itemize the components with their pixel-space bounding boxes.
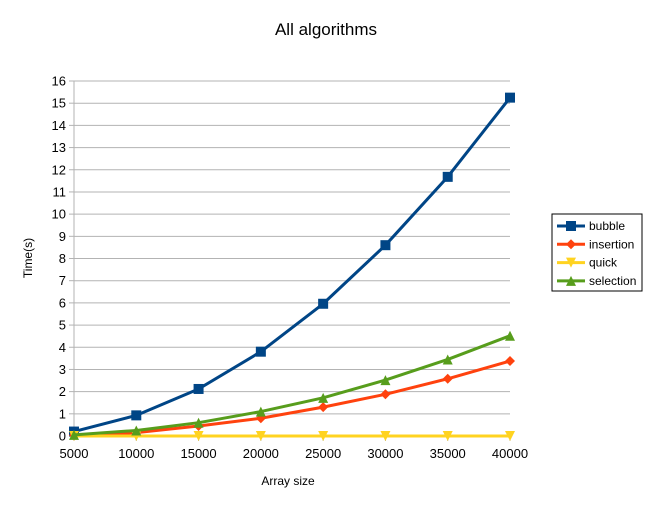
- y-tick-label: 1: [59, 406, 66, 421]
- x-tick-label: 30000: [367, 446, 403, 461]
- grid-lines: [74, 80, 510, 437]
- data-point-selection: [255, 406, 266, 417]
- legend-swatch-marker: [566, 239, 576, 250]
- legend: bubble insertion quick selection: [551, 213, 643, 292]
- data-point-insertion: [442, 373, 453, 384]
- legend-label: selection: [589, 274, 636, 288]
- series-line-selection: [73, 334, 511, 437]
- data-point-quick: [255, 431, 266, 441]
- data-point-bubble: [255, 346, 266, 357]
- y-tick-label: 4: [59, 340, 66, 355]
- series-selection: [69, 330, 515, 440]
- data-point-selection: [318, 392, 329, 403]
- y-tick-label: 13: [52, 140, 66, 155]
- y-tick-label: 0: [59, 429, 66, 444]
- y-tick-label: 11: [53, 184, 67, 199]
- x-tick-label: 10000: [118, 446, 154, 461]
- data-point-selection: [69, 429, 79, 440]
- series-line-bubble: [73, 96, 512, 434]
- x-tick-label: 20000: [243, 446, 279, 461]
- x-tick-label: 35000: [430, 446, 466, 461]
- data-point-bubble: [380, 240, 391, 251]
- legend-item-selection: selection: [557, 274, 636, 288]
- legend-swatch-marker: [566, 275, 576, 286]
- series-line-insertion: [73, 359, 511, 437]
- data-point-insertion: [380, 389, 391, 400]
- data-point-selection: [505, 330, 515, 341]
- data-point-insertion: [318, 402, 329, 413]
- data-point-selection: [442, 354, 453, 365]
- series-group: [69, 92, 515, 441]
- x-axis-ticks: 5000 10000 15000 20000 25000 30000 35000 40000: [60, 436, 528, 461]
- data-point-quick: [442, 431, 453, 441]
- data-point-quick: [318, 431, 329, 441]
- y-tick-label: 6: [59, 295, 66, 310]
- data-point-bubble: [505, 92, 515, 103]
- x-tick-label: 25000: [305, 446, 341, 461]
- data-point-selection: [131, 425, 142, 436]
- y-tick-label: 15: [52, 96, 66, 111]
- y-tick-label: 7: [59, 273, 66, 288]
- y-tick-label: 14: [52, 118, 66, 133]
- data-point-quick: [380, 431, 391, 441]
- y-tick-label: 16: [52, 74, 66, 89]
- x-tick-label: 40000: [492, 446, 528, 461]
- data-point-quick: [505, 431, 515, 441]
- data-point-bubble: [131, 410, 142, 421]
- chart-title: All algorithms: [275, 20, 377, 39]
- data-point-bubble: [442, 171, 453, 182]
- x-tick-label: 15000: [180, 446, 216, 461]
- y-tick-label: 5: [59, 318, 66, 333]
- y-tick-label: 8: [59, 251, 66, 266]
- legend-swatch-marker: [566, 221, 576, 231]
- data-point-selection: [380, 375, 391, 386]
- legend-label: quick: [589, 256, 618, 270]
- y-tick-label: 10: [52, 207, 66, 222]
- legend-label: bubble: [589, 219, 625, 233]
- x-axis-label: Array size: [261, 474, 315, 488]
- y-tick-label: 12: [52, 162, 66, 177]
- data-point-bubble: [193, 383, 204, 394]
- data-point-selection: [193, 417, 204, 428]
- y-tick-label: 3: [59, 362, 66, 377]
- y-axis-label: Time(s): [21, 238, 35, 278]
- legend-item-quick: quick: [557, 256, 618, 270]
- legend-swatch-marker: [566, 257, 576, 268]
- data-point-insertion: [505, 356, 515, 367]
- series-quick: [69, 431, 515, 441]
- legend-item-bubble: bubble: [557, 219, 625, 233]
- data-point-quick: [193, 431, 204, 441]
- data-point-bubble: [318, 298, 329, 309]
- legend-label: insertion: [589, 237, 634, 251]
- y-tick-label: 9: [59, 229, 66, 244]
- legend-item-insertion: insertion: [557, 237, 634, 251]
- y-tick-label: 2: [59, 384, 66, 399]
- x-tick-label: 5000: [60, 446, 89, 461]
- series-bubble: [69, 92, 515, 437]
